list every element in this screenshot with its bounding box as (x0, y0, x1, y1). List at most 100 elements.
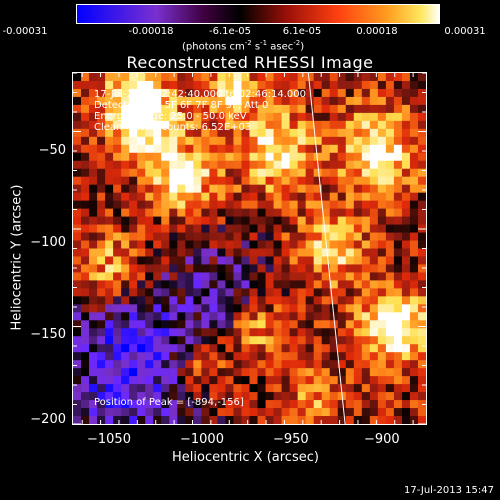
heatmap-cell (97, 192, 106, 202)
heatmap-cell (105, 312, 114, 321)
heatmap-cell (353, 280, 363, 289)
heatmap-cell (161, 120, 170, 130)
heatmap-cell (145, 264, 154, 274)
heatmap-cell (89, 328, 98, 337)
heatmap-cell (137, 384, 146, 393)
heatmap-cell (329, 104, 339, 114)
heatmap-cell (73, 208, 82, 218)
heatmap-cell (161, 384, 170, 393)
heatmap-cell (185, 416, 194, 425)
heatmap-cell (305, 224, 315, 234)
heatmap-cell (401, 248, 411, 258)
heatmap-cell (81, 352, 90, 361)
heatmap-cell (417, 384, 427, 393)
heatmap-cell (105, 264, 114, 274)
heatmap-cell (177, 136, 186, 146)
heatmap-cell (177, 128, 186, 138)
heatmap-cell (257, 312, 267, 321)
heatmap-cell (321, 288, 331, 297)
heatmap-cell (105, 104, 114, 114)
heatmap-cell (233, 152, 243, 162)
heatmap-cell (385, 352, 395, 361)
heatmap-cell (393, 128, 403, 138)
heatmap-cell (233, 360, 243, 369)
heatmap-cell (145, 144, 154, 154)
heatmap-cell (417, 280, 427, 289)
heatmap-cell (401, 224, 411, 234)
heatmap-cell (177, 264, 186, 274)
heatmap-cell (217, 344, 227, 353)
heatmap-cell (345, 336, 355, 345)
heatmap-cell (417, 272, 427, 282)
heatmap-cell (417, 96, 427, 106)
heatmap-cell (329, 112, 339, 122)
heatmap-cell (145, 120, 154, 130)
heatmap-cell (273, 248, 283, 258)
heatmap-cell (385, 80, 395, 90)
heatmap-cell (353, 152, 363, 162)
heatmap-cell (353, 248, 363, 258)
heatmap-cell (305, 96, 315, 106)
heatmap-cell (241, 80, 251, 90)
heatmap-cell (417, 360, 427, 369)
heatmap-cell (409, 384, 419, 393)
heatmap-cell (121, 304, 130, 313)
heatmap-cell (409, 112, 419, 122)
heatmap-cell (377, 328, 387, 337)
heatmap-cell (121, 144, 130, 154)
heatmap-cell (161, 80, 170, 90)
heatmap-cell (321, 200, 331, 210)
heatmap-cell (385, 320, 395, 329)
heatmap-cell (209, 272, 219, 282)
heatmap-cell (161, 400, 170, 409)
heatmap-cell (217, 216, 227, 226)
heatmap-cell (385, 392, 395, 401)
heatmap-cell (305, 160, 315, 170)
heatmap-cell (297, 168, 307, 178)
heatmap-cell (105, 384, 114, 393)
heatmap-cell (393, 360, 403, 369)
heatmap-cell (353, 320, 363, 329)
heatmap-cell (273, 232, 283, 242)
heatmap-cell (161, 304, 170, 313)
heatmap-cell (361, 336, 371, 345)
heatmap-cell (137, 344, 146, 353)
y-tick-label: −100 (30, 235, 66, 250)
heatmap-cell (345, 352, 355, 361)
heatmap-cell (177, 184, 186, 194)
heatmap-cell (345, 120, 355, 130)
heatmap-cell (385, 152, 395, 162)
heatmap-cell (129, 192, 138, 202)
heatmap-cell (337, 272, 347, 282)
heatmap-cell (161, 112, 170, 122)
heatmap-cell (105, 152, 114, 162)
heatmap-cell (225, 168, 235, 178)
heatmap-cell (385, 408, 395, 417)
heatmap-cell (161, 144, 170, 154)
heatmap-cell (305, 128, 315, 138)
heatmap-cell (177, 144, 186, 154)
heatmap-cell (105, 328, 114, 337)
heatmap-cell (145, 280, 154, 289)
heatmap-cell (105, 176, 114, 186)
heatmap-cell (169, 120, 178, 130)
heatmap-cell (217, 400, 227, 409)
heatmap-cell (345, 80, 355, 90)
heatmap-cell (417, 88, 427, 98)
heatmap-cell (121, 352, 130, 361)
heatmap-cell (385, 232, 395, 242)
heatmap-cell (153, 73, 162, 82)
heatmap-cell (305, 328, 315, 337)
heatmap-cell (209, 160, 219, 170)
heatmap-cell (201, 256, 210, 266)
heatmap-cell (153, 88, 162, 98)
heatmap-cell (273, 152, 283, 162)
heatmap-cell (265, 88, 275, 98)
heatmap-cell (369, 208, 379, 218)
heatmap-cell (121, 248, 130, 258)
heatmap-cell (129, 168, 138, 178)
heatmap-cell (97, 104, 106, 114)
heatmap-cell (225, 360, 235, 369)
heatmap-cell (81, 88, 90, 98)
heatmap-cell (353, 264, 363, 274)
